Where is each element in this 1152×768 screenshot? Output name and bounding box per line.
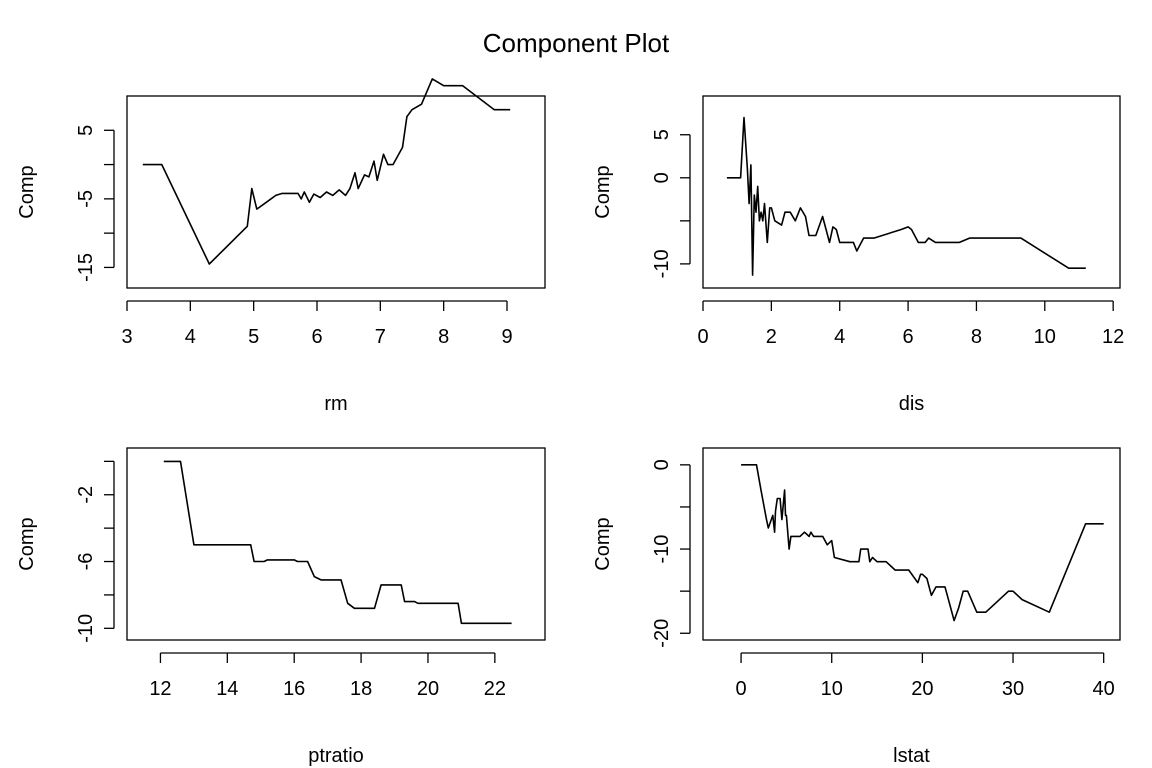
x-tick-label: 20 <box>911 678 933 700</box>
x-tick-label: 30 <box>1002 678 1024 700</box>
x-tick-label: 12 <box>1102 326 1124 348</box>
x-axis-label: lstat <box>893 745 930 767</box>
series-line <box>741 463 1104 622</box>
x-tick-label: 9 <box>501 326 512 348</box>
x-tick-label: 7 <box>375 326 386 348</box>
x-tick-label: 0 <box>697 326 708 348</box>
x-tick-label: 10 <box>821 678 843 700</box>
y-tick-label: -20 <box>651 619 673 648</box>
x-tick-label: 4 <box>834 326 845 348</box>
x-tick-label: 16 <box>283 678 305 700</box>
page-title: Component Plot <box>482 28 670 58</box>
x-tick-label: 22 <box>484 678 506 700</box>
plot-box <box>702 95 1121 289</box>
x-tick-label: 8 <box>438 326 449 348</box>
series-line <box>142 78 511 265</box>
y-tick-label: -15 <box>75 253 97 282</box>
y-tick-label: 5 <box>75 125 97 136</box>
plot-box <box>126 447 546 641</box>
x-axis-label: ptratio <box>308 745 364 767</box>
panel-2: 0 2 4 6 8 10 12 5 0 -10 dis Comp <box>592 95 1124 415</box>
y-axis-label: Comp <box>16 165 38 218</box>
series-line <box>726 116 1086 276</box>
x-axis-label: dis <box>899 393 925 415</box>
y-tick-label: -2 <box>75 486 97 504</box>
series-line <box>163 460 512 625</box>
plot-box <box>702 447 1121 641</box>
y-tick-label: -10 <box>651 249 673 278</box>
x-axis-label: rm <box>324 393 347 415</box>
x-tick-label: 10 <box>1034 326 1056 348</box>
x-tick-label: 3 <box>121 326 132 348</box>
y-tick-label: -10 <box>651 535 673 564</box>
y-tick-label: 0 <box>651 459 673 470</box>
y-tick-label: -6 <box>75 553 97 571</box>
y-tick-label: 0 <box>651 172 673 183</box>
x-tick-label: 12 <box>149 678 171 700</box>
y-tick-label: -10 <box>75 614 97 643</box>
y-axis-label: Comp <box>16 517 38 570</box>
x-tick-label: 14 <box>216 678 238 700</box>
x-tick-label: 18 <box>350 678 372 700</box>
x-tick-label: 5 <box>248 326 259 348</box>
y-tick-label: 5 <box>651 129 673 140</box>
x-tick-label: 2 <box>766 326 777 348</box>
y-axis-label: Comp <box>592 517 614 570</box>
x-tick-label: 6 <box>311 326 322 348</box>
x-tick-label: 0 <box>736 678 747 700</box>
panel-4: 0 10 20 30 40 0 -10 -20 lstat Comp <box>592 447 1121 767</box>
x-tick-label: 8 <box>971 326 982 348</box>
x-tick-label: 40 <box>1093 678 1115 700</box>
x-tick-label: 20 <box>417 678 439 700</box>
panel-3: 12 14 16 18 20 22 -2 -6 -10 ptratio Comp <box>16 447 546 767</box>
x-tick-label: 6 <box>903 326 914 348</box>
x-tick-label: 4 <box>185 326 196 348</box>
plot-box <box>126 95 546 289</box>
panel-1: 3 4 5 6 7 8 9 5 -5 -15 rm Comp <box>16 78 546 415</box>
y-axis-label: Comp <box>592 165 614 218</box>
y-tick-label: -5 <box>75 190 97 208</box>
